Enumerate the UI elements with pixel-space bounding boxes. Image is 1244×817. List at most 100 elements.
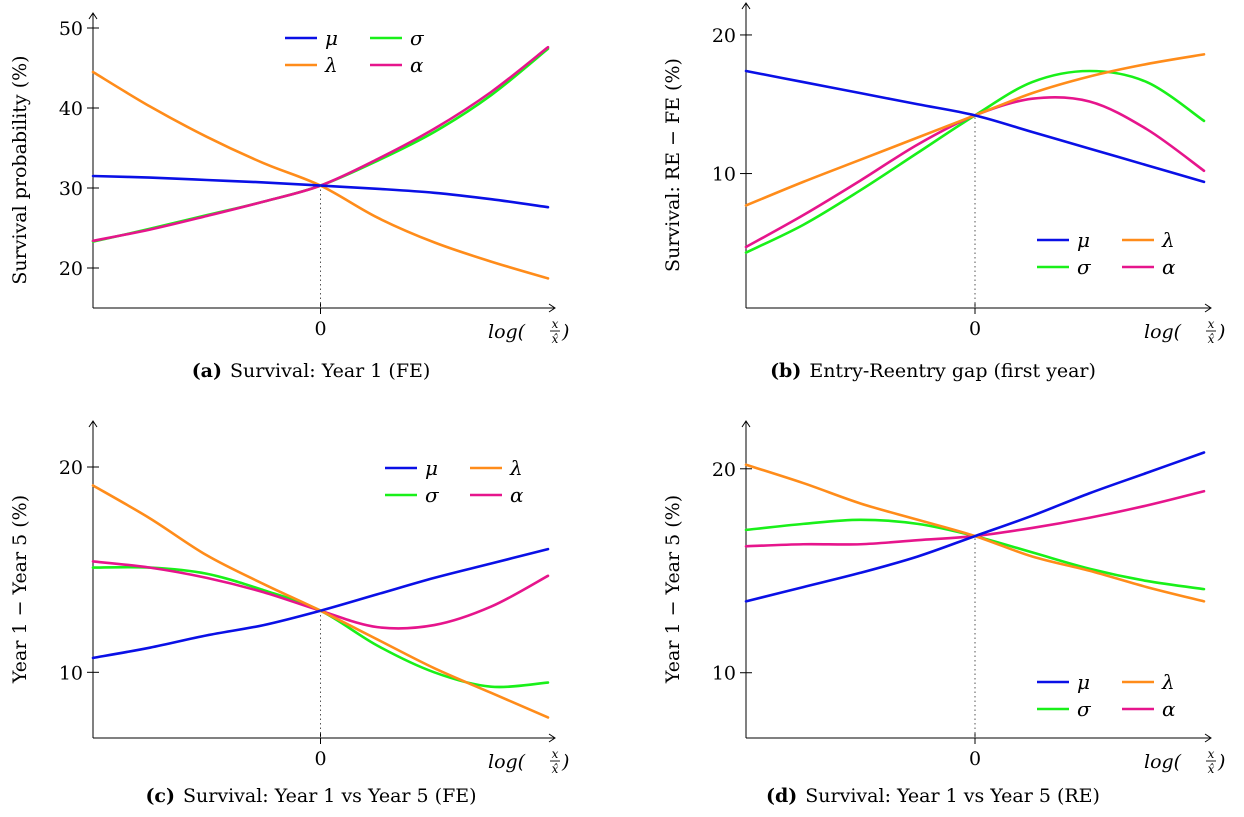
caption-tag: (a) xyxy=(191,360,222,382)
x-axis-arrow xyxy=(1204,733,1212,743)
legend: μ λ σ α xyxy=(385,456,524,507)
legend-label-sigma: σ xyxy=(1077,255,1092,279)
series-line-alpha xyxy=(744,489,1206,548)
legend: μ λ σ α xyxy=(1037,670,1176,721)
axes: 10 20 0 xyxy=(712,420,1212,770)
caption-d: (d) Survival: Year 1 vs Year 5 (RE) xyxy=(622,785,1244,807)
legend-label-lambda: λ xyxy=(1161,228,1175,252)
series-lines xyxy=(744,451,1206,603)
x-label-fn: log( xyxy=(1144,751,1182,773)
x-tick-label: 0 xyxy=(969,318,981,340)
legend: μ λ σ α xyxy=(1037,228,1176,279)
y-axis-label: Year 1 − Year 5 (%) xyxy=(9,495,31,684)
caption-tag: (b) xyxy=(770,360,802,382)
caption-tag: (d) xyxy=(766,785,798,807)
axes: 10 20 0 xyxy=(712,2,1212,340)
legend-label-lambda: λ xyxy=(509,456,523,480)
series-line-alpha xyxy=(91,45,550,243)
x-tick-label: 0 xyxy=(314,318,326,340)
x-label-den: x̂ xyxy=(552,762,559,776)
x-axis-label: log( xx̂) xyxy=(1144,317,1225,346)
caption-b: (b) Entry-Reentry gap (first year) xyxy=(622,360,1244,382)
caption-c: (c) Survival: Year 1 vs Year 5 (FE) xyxy=(0,785,622,807)
chart-svg-b: 10 20 0 log( xx̂) Survival: RE − FE (%) μ λ σ α xyxy=(662,2,1225,346)
x-axis-arrow xyxy=(548,303,556,313)
x-label-num: x xyxy=(552,747,559,761)
series-line-sigma xyxy=(744,518,1206,591)
y-tick-label: 20 xyxy=(59,258,83,280)
caption-text: Survival: Year 1 vs Year 5 (FE) xyxy=(183,785,477,807)
y-axis-label: Survival: RE − FE (%) xyxy=(662,58,684,272)
x-label-den: x̂ xyxy=(552,332,559,346)
legend-label-lambda: λ xyxy=(324,53,338,77)
axes: 20 30 40 50 0 xyxy=(59,12,556,340)
caption-text: Survival: Year 1 vs Year 5 (RE) xyxy=(805,785,1100,807)
legend-label-mu: μ xyxy=(1077,228,1090,252)
series-lines xyxy=(744,53,1206,254)
x-label-fn: log( xyxy=(1144,321,1182,343)
chart-panel-a: 20 30 40 50 0 log(x x̂) Survival probability (%… xyxy=(0,0,622,408)
y-tick-label: 20 xyxy=(712,25,736,47)
caption-text: Entry-Reentry gap (first year) xyxy=(809,360,1096,382)
y-axis-arrow xyxy=(88,12,98,20)
x-label-num: x xyxy=(1208,317,1215,331)
y-tick-label: 50 xyxy=(59,18,83,40)
legend-label-alpha: α xyxy=(510,483,524,507)
chart-svg-c: 10 20 0 log( xx̂) Year 1 − Year 5 (%) μ λ σ α xyxy=(9,420,569,776)
legend-label-alpha: α xyxy=(1162,255,1176,279)
axes: 10 20 0 xyxy=(59,420,556,770)
legend-label-alpha: α xyxy=(1162,697,1176,721)
x-axis-label: log( xx̂) xyxy=(488,747,569,776)
legend-label-sigma: σ xyxy=(410,26,425,50)
y-tick-label: 10 xyxy=(712,164,736,186)
x-label-den: x̂ xyxy=(1208,332,1215,346)
x-label-den: x̂ xyxy=(1208,762,1215,776)
chart-svg-a: 20 30 40 50 0 log(xx̂) Survival probability (%… xyxy=(9,12,569,346)
chart-panel-c: 10 20 0 log( x x̂) Year 1 − Year 5 (%) μ λ σ α (c)… xyxy=(0,408,622,816)
x-axis-arrow xyxy=(1204,303,1212,313)
y-axis-label: Year 1 − Year 5 (%) xyxy=(662,495,684,684)
series-line-mu xyxy=(744,69,1206,184)
legend-label-lambda: λ xyxy=(1161,670,1175,694)
legend-label-sigma: σ xyxy=(425,483,440,507)
y-tick-label: 20 xyxy=(712,459,736,481)
legend-label-mu: μ xyxy=(425,456,438,480)
y-axis-arrow xyxy=(741,420,751,428)
x-label-fn: log( xyxy=(488,321,526,343)
y-tick-label: 10 xyxy=(59,662,83,684)
chart-panel-b: 10 20 0 log( x x̂) Survival: RE − FE (%) μ λ σ α (… xyxy=(622,0,1244,408)
x-tick-label: 0 xyxy=(969,748,981,770)
x-label-num: x xyxy=(1208,747,1215,761)
x-label-fn: log( xyxy=(488,751,526,773)
legend-label-sigma: σ xyxy=(1077,697,1092,721)
y-axis-arrow xyxy=(88,420,98,428)
chart-panel-d: 10 20 0 log( x x̂) Year 1 − Year 5 (%) μ λ σ α (d)… xyxy=(622,408,1244,816)
y-axis-label: Survival probability (%) xyxy=(9,55,31,284)
caption-tag: (c) xyxy=(145,785,175,807)
x-label-close: ) xyxy=(1217,321,1225,343)
x-axis-arrow xyxy=(548,733,556,743)
y-axis-arrow xyxy=(741,2,751,10)
x-axis-label: log(xx̂) xyxy=(488,317,569,346)
legend: μ σ λ α xyxy=(285,26,425,77)
y-tick-label: 20 xyxy=(59,457,83,479)
y-tick-label: 30 xyxy=(59,178,83,200)
x-axis-label: log( xx̂) xyxy=(1144,747,1225,776)
x-label-close: ) xyxy=(561,751,569,773)
chart-svg-d: 10 20 0 log( xx̂) Year 1 − Year 5 (%) μ λ σ α xyxy=(662,420,1225,776)
series-line-lambda xyxy=(744,463,1206,603)
series-line-alpha xyxy=(91,560,550,630)
series-line-mu xyxy=(91,174,550,209)
legend-label-alpha: α xyxy=(410,53,424,77)
y-tick-label: 40 xyxy=(59,98,83,120)
y-tick-label: 10 xyxy=(712,663,736,685)
legend-label-mu: μ xyxy=(1077,670,1090,694)
series-line-mu xyxy=(744,451,1206,603)
caption-text: Survival: Year 1 (FE) xyxy=(229,360,431,382)
series-line-mu xyxy=(91,547,550,660)
x-tick-label: 0 xyxy=(314,748,326,770)
legend-label-mu: μ xyxy=(325,26,338,50)
caption-a: (a) Survival: Year 1 (FE) xyxy=(0,360,622,382)
x-label-close: ) xyxy=(1217,751,1225,773)
x-label-num: x xyxy=(552,317,559,331)
